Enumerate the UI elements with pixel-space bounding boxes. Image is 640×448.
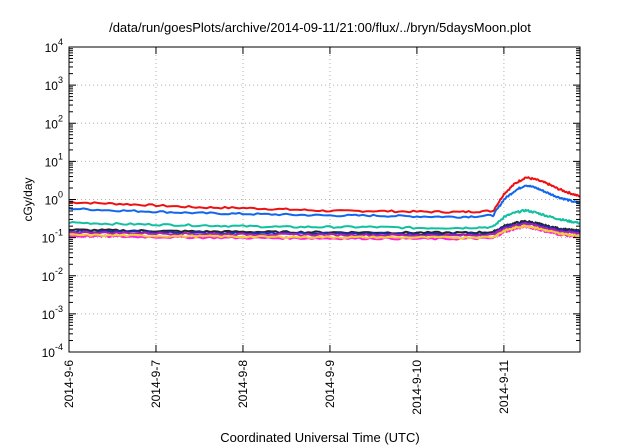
x-tick-label: 2014-9-11 xyxy=(497,360,511,414)
y-tick-label: 10-1 xyxy=(42,228,63,246)
x-tick-label: 2014-9-9 xyxy=(323,360,337,408)
x-tick-label: 2014-9-6 xyxy=(62,360,76,408)
series-line-6 xyxy=(68,221,581,238)
y-tick-label: 100 xyxy=(45,190,63,208)
x-tick-label: 2014-9-7 xyxy=(149,360,163,408)
y-tick-label: 104 xyxy=(45,37,63,55)
series-line-2 xyxy=(68,184,581,219)
y-axis-label-group: cGy/day xyxy=(21,177,35,221)
chart-title: /data/run/goesPlots/archive/2014-09-11/2… xyxy=(109,20,531,35)
y-tick-label: 103 xyxy=(45,75,63,93)
y-tick-label: 10-3 xyxy=(42,304,63,322)
x-axis-label: Coordinated Universal Time (UTC) xyxy=(220,430,420,445)
y-tick-label: 10-2 xyxy=(42,266,63,284)
series-line-8 xyxy=(69,224,581,240)
series-group xyxy=(68,176,581,241)
x-tick-label: 2014-9-10 xyxy=(410,360,424,415)
x-tick-label: 2014-9-8 xyxy=(236,360,250,408)
y-tick-label: 102 xyxy=(45,113,63,131)
series-line-3 xyxy=(68,208,581,230)
y-tick-label: 10-4 xyxy=(42,342,63,360)
series-line-1 xyxy=(69,176,581,214)
axis-ticks: 10-4 10-3 10-2 10-1 100 101 102 103 104 2014-9-6 2… xyxy=(42,37,580,415)
y-tick-label: 101 xyxy=(45,151,63,169)
y-axis-label: cGy/day xyxy=(21,177,35,221)
